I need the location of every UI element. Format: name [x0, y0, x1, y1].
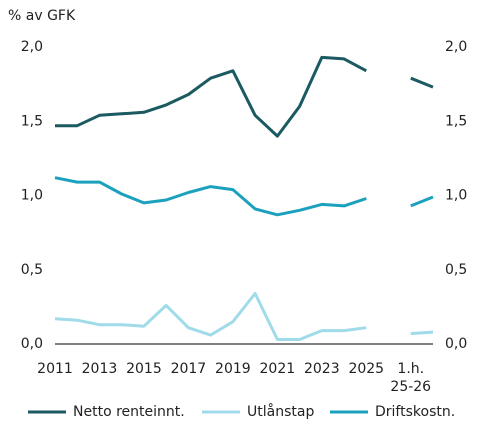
- x-tick-label: 2017: [170, 361, 207, 377]
- x-tick-label: 2011: [37, 361, 73, 377]
- line: [54, 176, 434, 217]
- x-tick-label: 1.h. 25-26: [390, 361, 432, 395]
- y-tick-label: 2,0: [21, 39, 43, 55]
- x-tick-label: 2013: [81, 361, 118, 377]
- y2-tick-label: 0,0: [445, 336, 467, 352]
- y2-tick-label: 2,0: [445, 39, 467, 55]
- y2-tick-label: 0,5: [445, 262, 467, 278]
- line: [54, 292, 434, 341]
- legend-label: Netto renteinnt.: [73, 404, 185, 420]
- y-axis-label: % av GFK: [8, 8, 76, 24]
- legend-label: Driftskostn.: [375, 404, 455, 420]
- y-tick-label: 1,5: [21, 113, 43, 129]
- y-tick-label: 1,0: [21, 188, 43, 204]
- y-tick-label: 0,0: [21, 336, 43, 352]
- y2-tick-label: 1,5: [445, 113, 467, 129]
- x-tick-label: 2015: [126, 361, 162, 377]
- y2-tick-label: 1,0: [445, 188, 467, 204]
- x-tick-label: 2023: [303, 361, 340, 377]
- x-tick-label: 2021: [259, 361, 296, 377]
- x-tick-label: 2019: [215, 361, 251, 377]
- line: [55, 55, 434, 138]
- legend-label: Utlånstap: [247, 403, 314, 420]
- y-tick-label: 0,5: [21, 262, 43, 278]
- x-tick-label: 2025: [348, 361, 385, 377]
